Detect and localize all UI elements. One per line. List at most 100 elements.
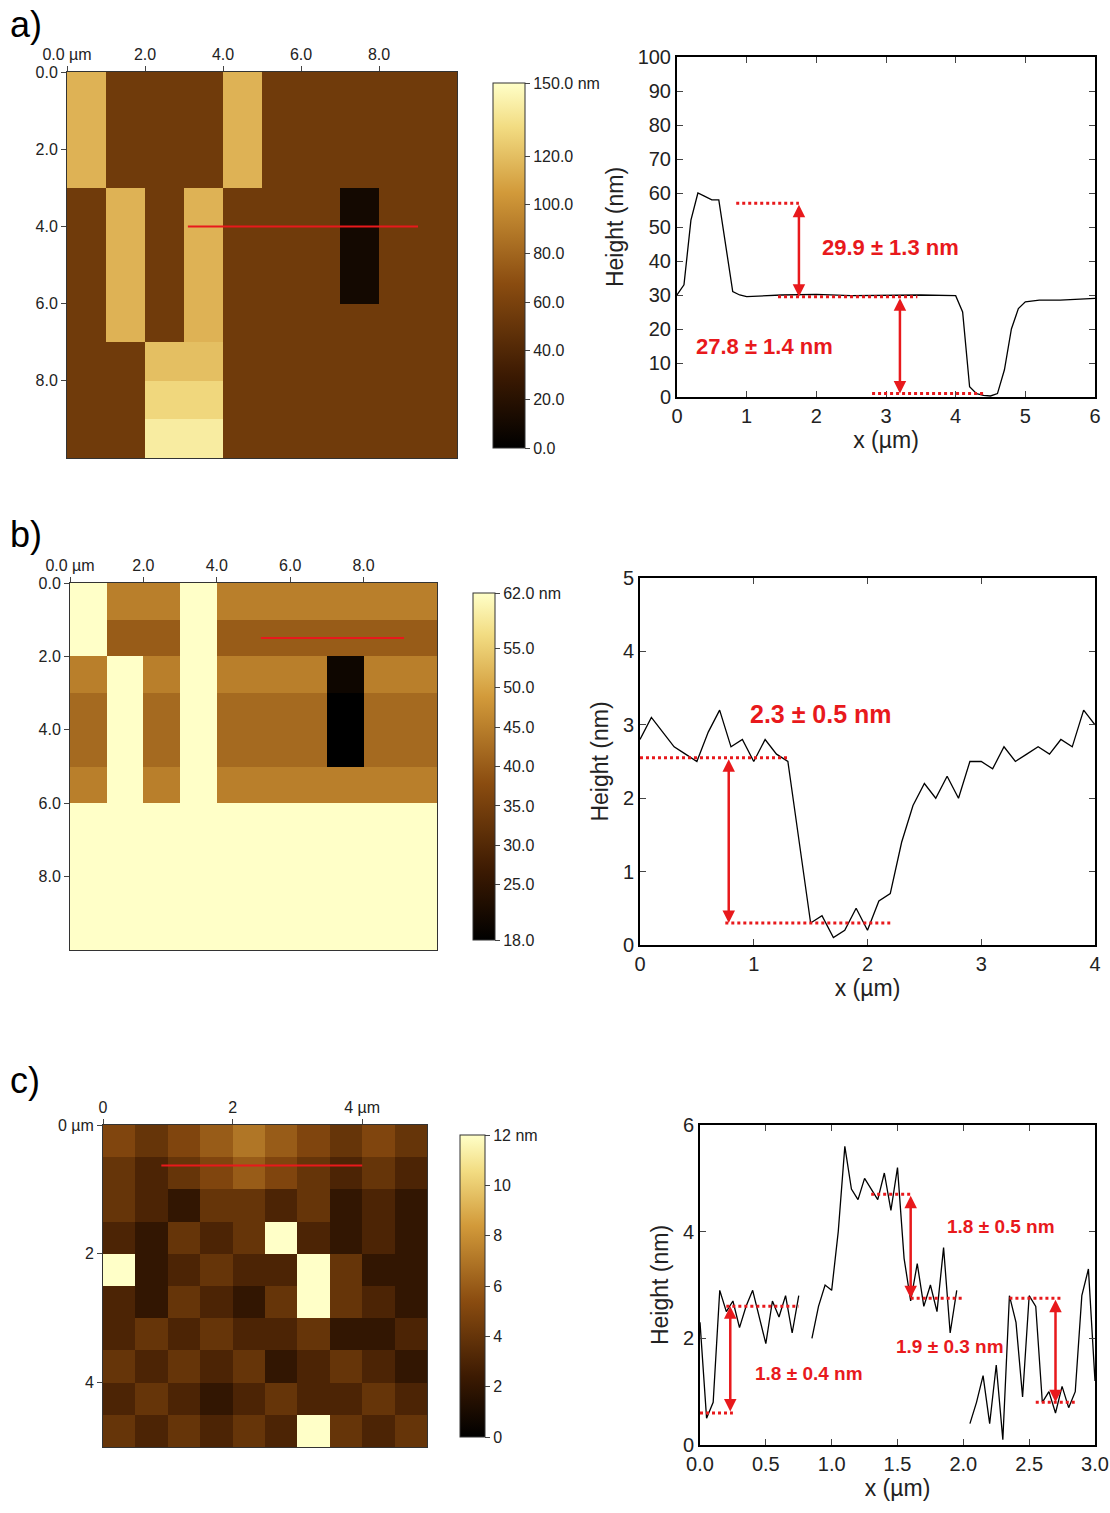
- svg-text:x (µm): x (µm): [853, 427, 919, 453]
- svg-text:100.0: 100.0: [533, 196, 573, 213]
- svg-text:5: 5: [1020, 405, 1031, 427]
- svg-text:2.5: 2.5: [1015, 1453, 1043, 1475]
- svg-text:6.0: 6.0: [279, 557, 301, 574]
- svg-text:29.9 ± 1.3 nm: 29.9 ± 1.3 nm: [822, 235, 959, 260]
- svg-text:12 nm: 12 nm: [493, 1127, 537, 1144]
- svg-text:6.0: 6.0: [290, 46, 312, 63]
- svg-text:60: 60: [649, 182, 671, 204]
- svg-text:55.0: 55.0: [503, 640, 534, 657]
- svg-text:0.0: 0.0: [39, 575, 61, 592]
- svg-text:6: 6: [683, 1114, 694, 1136]
- svg-text:2.0: 2.0: [39, 648, 61, 665]
- svg-text:1.5: 1.5: [884, 1453, 912, 1475]
- svg-text:90: 90: [649, 80, 671, 102]
- svg-text:30: 30: [649, 284, 671, 306]
- svg-text:0.5: 0.5: [752, 1453, 780, 1475]
- svg-text:50.0: 50.0: [503, 679, 534, 696]
- svg-text:40: 40: [649, 250, 671, 272]
- svg-text:0: 0: [623, 934, 634, 956]
- svg-text:1: 1: [623, 861, 634, 883]
- svg-text:8: 8: [493, 1227, 502, 1244]
- svg-text:150.0 nm: 150.0 nm: [533, 75, 600, 92]
- svg-text:1.8 ± 0.4 nm: 1.8 ± 0.4 nm: [755, 1363, 863, 1384]
- svg-text:4.0: 4.0: [39, 721, 61, 738]
- svg-text:0.0: 0.0: [36, 64, 58, 81]
- svg-text:0.0: 0.0: [686, 1453, 714, 1475]
- svg-text:25.0: 25.0: [503, 876, 534, 893]
- svg-text:a): a): [10, 4, 42, 45]
- svg-text:0: 0: [660, 386, 671, 408]
- svg-text:4.0: 4.0: [212, 46, 234, 63]
- svg-text:100: 100: [638, 46, 671, 68]
- svg-text:6.0: 6.0: [39, 795, 61, 812]
- svg-text:10: 10: [493, 1177, 511, 1194]
- svg-text:0 µm: 0 µm: [58, 1117, 94, 1134]
- svg-text:8.0: 8.0: [36, 372, 58, 389]
- svg-text:3: 3: [880, 405, 891, 427]
- svg-text:0.0 µm: 0.0 µm: [45, 557, 94, 574]
- svg-text:c): c): [10, 1060, 40, 1101]
- svg-text:3: 3: [976, 953, 987, 975]
- svg-text:Height (nm): Height (nm): [587, 701, 613, 821]
- svg-text:0: 0: [671, 405, 682, 427]
- svg-text:0: 0: [99, 1099, 108, 1116]
- svg-text:6: 6: [1089, 405, 1100, 427]
- svg-text:4.0: 4.0: [36, 218, 58, 235]
- svg-text:120.0: 120.0: [533, 148, 573, 165]
- svg-text:4: 4: [85, 1374, 94, 1391]
- svg-text:20: 20: [649, 318, 671, 340]
- svg-text:80.0: 80.0: [533, 245, 564, 262]
- svg-text:4: 4: [683, 1221, 694, 1243]
- svg-text:0.0 µm: 0.0 µm: [42, 46, 91, 63]
- svg-text:3: 3: [623, 714, 634, 736]
- svg-text:4.0: 4.0: [206, 557, 228, 574]
- svg-text:0: 0: [683, 1434, 694, 1456]
- svg-text:40.0: 40.0: [503, 758, 534, 775]
- svg-text:2: 2: [862, 953, 873, 975]
- svg-text:80: 80: [649, 114, 671, 136]
- svg-text:4: 4: [493, 1328, 502, 1345]
- svg-text:70: 70: [649, 148, 671, 170]
- svg-text:20.0: 20.0: [533, 391, 564, 408]
- svg-text:2.0: 2.0: [949, 1453, 977, 1475]
- svg-text:1: 1: [748, 953, 759, 975]
- svg-text:4: 4: [1089, 953, 1100, 975]
- svg-text:4 µm: 4 µm: [344, 1099, 380, 1116]
- svg-text:3.0: 3.0: [1081, 1453, 1109, 1475]
- svg-text:27.8 ± 1.4 nm: 27.8 ± 1.4 nm: [696, 334, 833, 359]
- svg-text:2: 2: [623, 787, 634, 809]
- svg-text:2: 2: [228, 1099, 237, 1116]
- svg-text:b): b): [10, 514, 42, 555]
- svg-text:62.0 nm: 62.0 nm: [503, 585, 561, 602]
- svg-text:Height (nm): Height (nm): [647, 1225, 673, 1345]
- svg-text:0: 0: [493, 1429, 502, 1446]
- svg-text:2.0: 2.0: [134, 46, 156, 63]
- svg-text:2: 2: [493, 1378, 502, 1395]
- svg-text:6.0: 6.0: [36, 295, 58, 312]
- svg-text:1.0: 1.0: [818, 1453, 846, 1475]
- svg-text:2: 2: [811, 405, 822, 427]
- svg-text:18.0: 18.0: [503, 932, 534, 949]
- svg-text:35.0: 35.0: [503, 798, 534, 815]
- svg-text:x (µm): x (µm): [835, 975, 901, 1001]
- svg-text:50: 50: [649, 216, 671, 238]
- svg-text:1.8 ± 0.5 nm: 1.8 ± 0.5 nm: [947, 1216, 1055, 1237]
- svg-text:8.0: 8.0: [352, 557, 374, 574]
- svg-text:2.3 ± 0.5 nm: 2.3 ± 0.5 nm: [750, 700, 892, 728]
- svg-text:1: 1: [741, 405, 752, 427]
- svg-text:x (µm): x (µm): [865, 1475, 931, 1501]
- svg-text:2.0: 2.0: [132, 557, 154, 574]
- svg-text:8.0: 8.0: [368, 46, 390, 63]
- svg-text:5: 5: [623, 567, 634, 589]
- svg-text:45.0: 45.0: [503, 719, 534, 736]
- svg-text:60.0: 60.0: [533, 294, 564, 311]
- svg-text:2: 2: [85, 1245, 94, 1262]
- svg-text:30.0: 30.0: [503, 837, 534, 854]
- svg-text:Height (nm): Height (nm): [602, 167, 628, 287]
- svg-text:8.0: 8.0: [39, 868, 61, 885]
- svg-text:2.0: 2.0: [36, 141, 58, 158]
- svg-text:4: 4: [950, 405, 961, 427]
- svg-text:10: 10: [649, 352, 671, 374]
- svg-text:0: 0: [634, 953, 645, 975]
- svg-text:4: 4: [623, 640, 634, 662]
